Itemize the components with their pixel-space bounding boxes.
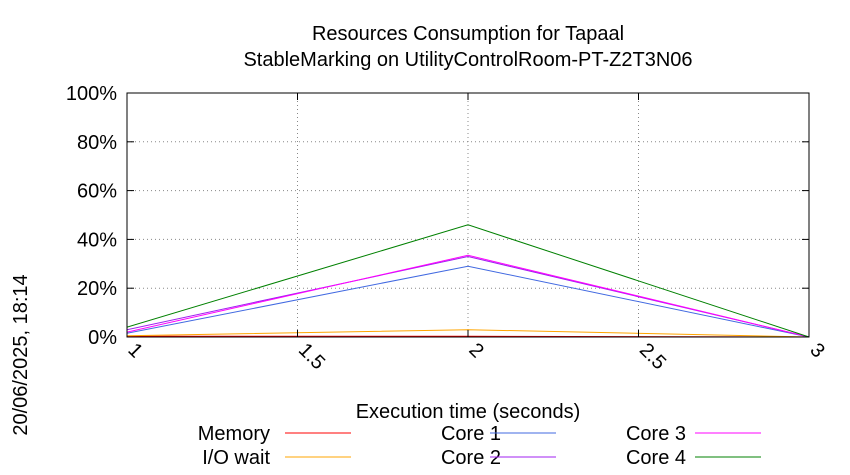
legend-label-i-o-wait: I/O wait [202, 447, 270, 469]
axis-ticks [126, 92, 810, 338]
x-axis-tick-labels: 1 1.5 2 2.5 3 [123, 339, 828, 374]
legend-label-core-1: Core 1 [441, 423, 501, 445]
y-tick-label: 100% [66, 83, 117, 105]
x-tick-label: 2 [464, 339, 487, 362]
series-line-i-o-wait [126, 329, 810, 338]
x-tick-label: 3 [805, 339, 828, 362]
y-axis-tick-labels: 0% 20% 40% 60% 80% 100% [66, 83, 117, 349]
series-line-core-1 [126, 265, 810, 338]
legend-label-memory: Memory [198, 423, 270, 445]
y-tick-label: 0% [88, 327, 117, 349]
x-axis-label: Execution time (seconds) [356, 401, 581, 423]
x-tick-label: 2.5 [635, 339, 670, 374]
legend-label-core-3: Core 3 [626, 423, 686, 445]
chart-title: Resources Consumption for Tapaal [312, 23, 624, 45]
y-tick-label: 20% [77, 278, 117, 300]
x-tick-label: 1.5 [294, 339, 329, 374]
series-line-core-3 [126, 254, 810, 338]
y-tick-label: 60% [77, 181, 117, 203]
legend-label-core-4: Core 4 [626, 447, 686, 469]
timestamp-label: 20/06/2025, 18:14 [10, 274, 32, 435]
y-tick-label: 40% [77, 229, 117, 251]
chart-subtitle: StableMarking on UtilityControlRoom-PT-Z… [243, 49, 692, 71]
series-line-core-4 [126, 224, 810, 338]
y-tick-label: 80% [77, 132, 117, 154]
grid-lines [127, 93, 809, 337]
x-tick-label: 1 [123, 339, 146, 362]
legend-label-core-2: Core 2 [441, 447, 501, 469]
